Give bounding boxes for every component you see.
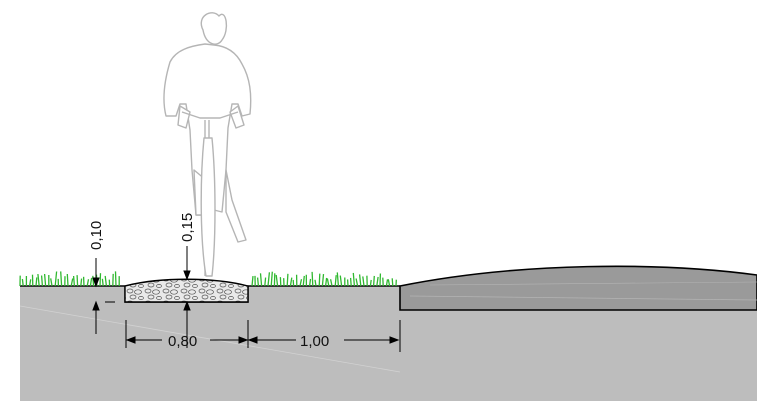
dimension-label-path-height: 0,10 xyxy=(88,221,105,250)
road-faint-line xyxy=(429,281,757,286)
dimension-path-height xyxy=(92,258,115,334)
dimension-label-path-width: 0,80 xyxy=(168,333,197,350)
dimension-verge-width xyxy=(247,320,401,352)
grass-blades xyxy=(19,271,397,287)
road-faint-line xyxy=(409,295,757,301)
grass-icon xyxy=(19,271,397,287)
dimension-label-crown-height: 0,15 xyxy=(179,213,196,242)
cyclist-icon xyxy=(163,12,252,277)
ground xyxy=(20,286,757,401)
ground-faint-line xyxy=(19,305,401,373)
dimension-path-width xyxy=(125,320,249,348)
gravel-path xyxy=(124,278,249,303)
dimension-crown-height xyxy=(183,246,191,348)
road-surface xyxy=(399,265,757,311)
dimension-label-verge-width: 1,00 xyxy=(300,333,329,350)
